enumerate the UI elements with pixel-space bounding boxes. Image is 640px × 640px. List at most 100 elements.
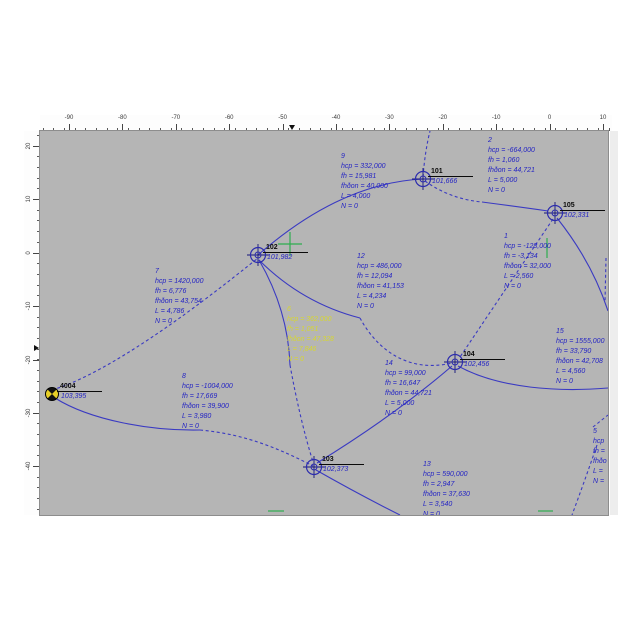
- route-line: [556, 217, 608, 312]
- point-label-103[interactable]: 103 102,373: [319, 455, 364, 474]
- observation-label-8[interactable]: 8 hcp = -1004,000 fh = 17,669 fhðon = 39,90…: [182, 372, 233, 432]
- observation-value-line: hcp = 362,000: [287, 316, 332, 323]
- observation-label-13[interactable]: 13 hcp = 590,000 fh = 2,947 fhðon = 37,630 L…: [423, 460, 470, 515]
- ruler-major-tick: [282, 124, 284, 131]
- observation-value-line: N = 0: [556, 378, 573, 385]
- observation-label-6[interactable]: 6 hcp = 362,000 fh = 1,051 fhðon = 47,328 L …: [287, 305, 334, 365]
- ruler-minor-tick: [37, 434, 40, 435]
- point-name: 101: [428, 167, 473, 177]
- ruler-minor-tick: [37, 327, 40, 329]
- ruler-major-tick: [442, 124, 444, 131]
- ruler-major-tick: [549, 124, 551, 131]
- observation-value-line: fh = 1,060: [488, 157, 520, 164]
- observation-value-line: hcp = 590,000: [423, 471, 468, 478]
- ruler-tick-label: -30: [385, 115, 394, 121]
- route-line: [258, 259, 361, 319]
- ruler-minor-tick: [469, 128, 471, 131]
- point-symbol-4004[interactable]: [45, 387, 59, 401]
- ruler-minor-tick: [37, 135, 40, 136]
- observation-label-1[interactable]: 1 hcp = -128,000 fh = -3,134 fhðon = 32,000…: [504, 232, 551, 292]
- route-line: [481, 201, 549, 212]
- route-line-dashed: [422, 131, 431, 178]
- observation-value-line: L = 5,000: [385, 400, 415, 407]
- observation-label-15[interactable]: 15 hcp = 1555,000 fh = 33,790 fhðon = 42,70…: [556, 327, 604, 387]
- ruler-tick-label: -30: [26, 408, 32, 418]
- observation-label-14[interactable]: 14 hcp = 99,000 fh = 16,647 fhðon = 44,721 L…: [385, 359, 432, 419]
- observation-label-5[interactable]: 5 hcp fh = fhðo L = N =: [593, 427, 607, 487]
- ruler-minor-tick: [234, 128, 236, 131]
- network-graphics: [45, 131, 608, 515]
- ruler-minor-tick: [181, 128, 183, 131]
- ruler-minor-tick: [256, 128, 258, 131]
- point-symbol-102[interactable]: [247, 244, 269, 266]
- observation-value-line: fh = 33,790: [556, 348, 592, 355]
- drawing-canvas[interactable]: 101 101,666 105 102,331 102 101,982 104 102,456…: [39, 130, 609, 516]
- observation-value-line: fhðon = 47,328: [287, 336, 334, 343]
- point-symbol-104[interactable]: [444, 351, 466, 373]
- ruler-minor-tick: [427, 128, 429, 131]
- observation-id: 9: [341, 153, 345, 160]
- point-label-104[interactable]: 104 102,456: [460, 350, 505, 369]
- observation-value-line: hcp = 1420,000: [155, 278, 204, 285]
- ruler-horizontal: -90 -80 -70 -60 -50 -40 -30 -20 -10 0 10: [40, 115, 612, 131]
- route-line-dashed: [51, 257, 259, 391]
- observation-value-line: fhðon = 32,000: [504, 263, 551, 270]
- observation-value-line: L =: [593, 468, 603, 475]
- observation-id: 7: [155, 268, 159, 275]
- observation-value-line: N = 0: [357, 303, 374, 310]
- ruler-minor-tick: [288, 128, 290, 131]
- observation-value-line: fhðon = 39,900: [182, 403, 229, 410]
- ruler-major-tick: [33, 413, 40, 414]
- observation-value-line: fhðo: [593, 458, 607, 465]
- observation-value-line: L = 3,980: [182, 413, 212, 420]
- observation-value-line: fhðon = 44,721: [488, 167, 535, 174]
- ruler-minor-tick: [37, 337, 40, 339]
- ruler-minor-tick: [138, 128, 140, 131]
- ruler-minor-tick: [37, 402, 40, 403]
- observation-label-2[interactable]: 2 hcp = -664,000 fh = 1,060 fhðon = 44,721 L…: [488, 136, 535, 196]
- observation-value-line: hcp = -128,000: [504, 243, 551, 250]
- point-label-105[interactable]: 105 102,331: [560, 201, 605, 220]
- observation-value-line: fh =: [593, 448, 605, 455]
- ruler-minor-tick: [459, 128, 461, 131]
- ruler-minor-tick: [37, 177, 40, 179]
- ruler-tick-label: -10: [26, 301, 32, 311]
- ruler-minor-tick: [37, 188, 40, 190]
- point-symbol-103[interactable]: [303, 456, 325, 478]
- ruler-major-tick: [496, 124, 498, 131]
- ruler-major-tick: [336, 124, 337, 131]
- ruler-minor-tick: [128, 128, 129, 131]
- observation-value-line: N = 0: [504, 283, 521, 290]
- ruler-major-tick: [122, 124, 124, 131]
- ruler-minor-tick: [341, 128, 343, 131]
- route-line: [457, 365, 608, 391]
- ruler-minor-tick: [53, 128, 55, 131]
- observation-label-9[interactable]: 9 hcp = 332,000 fh = 15,981 fhðon = 40,000 L…: [341, 152, 388, 212]
- ruler-tick-label: -10: [491, 115, 501, 121]
- observation-value-line: hcp = 486,000: [357, 263, 402, 270]
- ruler-minor-tick: [363, 128, 364, 131]
- route-line: [315, 469, 401, 515]
- observation-label-7[interactable]: 7 hcp = 1420,000 fh = 6,776 fhðon = 43,754 L…: [155, 267, 203, 327]
- observation-label-12[interactable]: 12 hcp = 486,000 fh = 12,094 fhðon = 41,153…: [357, 252, 404, 312]
- ruler-minor-tick: [437, 128, 439, 131]
- route-line-dashed: [459, 218, 554, 358]
- point-name: 102: [263, 243, 308, 253]
- cursor-position-marker-y: [34, 345, 39, 351]
- observation-value-line: L = 4,560: [556, 368, 586, 375]
- ruler-tick-label: -20: [438, 115, 448, 121]
- ruler-tick-label: -50: [278, 115, 287, 121]
- observation-value-line: fh = 12,094: [357, 273, 393, 280]
- point-symbol-101[interactable]: [412, 168, 434, 190]
- point-label-101[interactable]: 101 101,666: [428, 167, 473, 186]
- point-label-4004[interactable]: 4004 103,395: [57, 382, 102, 401]
- ruler-minor-tick: [405, 128, 407, 131]
- point-symbol-105[interactable]: [544, 202, 566, 224]
- route-line-dashed: [359, 317, 453, 366]
- ruler-minor-tick: [37, 348, 40, 350]
- ruler-minor-tick: [598, 128, 599, 131]
- point-label-102[interactable]: 102 101,982: [263, 243, 308, 262]
- ruler-minor-tick: [576, 128, 578, 131]
- ruler-minor-tick: [37, 284, 40, 286]
- observation-value-line: hcp = -664,000: [488, 147, 535, 154]
